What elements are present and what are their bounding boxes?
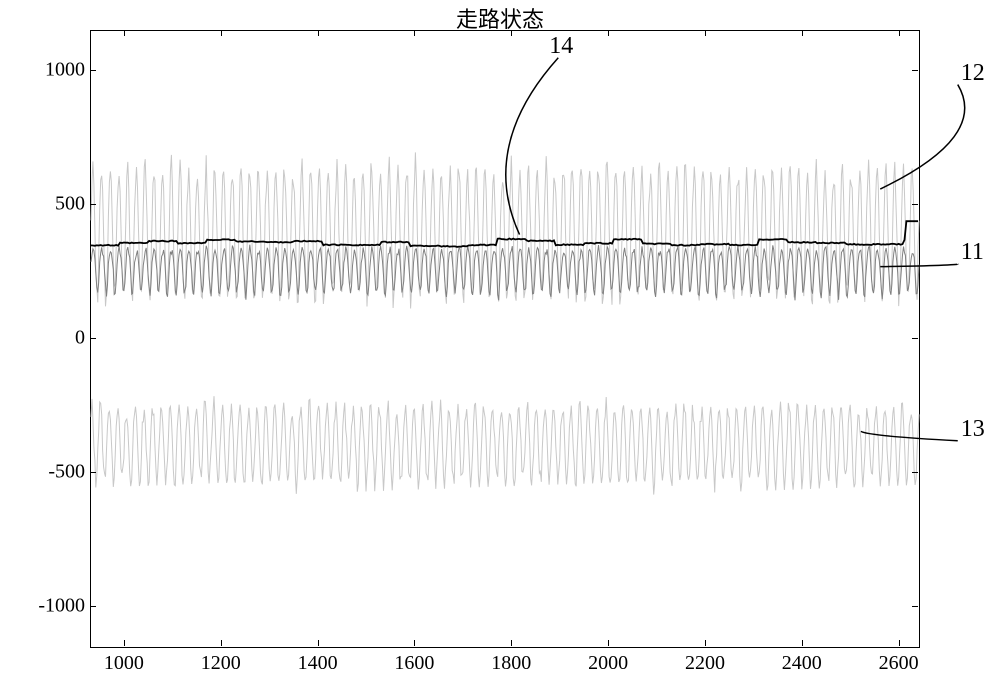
x-tick-mark bbox=[414, 640, 415, 646]
y-tick-label: -500 bbox=[5, 460, 85, 483]
x-tick-mark bbox=[899, 640, 900, 646]
annotation-label: 11 bbox=[961, 239, 984, 266]
x-tick-label: 1200 bbox=[201, 652, 241, 675]
x-tick-label: 2200 bbox=[685, 652, 725, 675]
x-tick-label: 2600 bbox=[879, 652, 919, 675]
series-12 bbox=[91, 152, 919, 308]
x-tick-mark bbox=[511, 30, 512, 36]
x-tick-mark bbox=[318, 640, 319, 646]
y-tick-mark bbox=[90, 70, 96, 71]
x-tick-mark bbox=[899, 30, 900, 36]
series-13 bbox=[91, 396, 919, 495]
y-tick-mark bbox=[912, 204, 918, 205]
y-tick-label: 0 bbox=[5, 327, 85, 350]
x-tick-mark bbox=[705, 640, 706, 646]
x-tick-label: 2000 bbox=[588, 652, 628, 675]
x-tick-label: 1600 bbox=[394, 652, 434, 675]
x-tick-mark bbox=[705, 30, 706, 36]
x-tick-mark bbox=[608, 640, 609, 646]
x-tick-mark bbox=[124, 30, 125, 36]
annotation-label: 12 bbox=[961, 60, 985, 87]
x-tick-mark bbox=[414, 30, 415, 36]
x-tick-label: 1000 bbox=[104, 652, 144, 675]
y-tick-label: 1000 bbox=[5, 59, 85, 82]
y-tick-mark bbox=[90, 606, 96, 607]
chart-container: 走路状态 -1000-50005001000100012001400160018… bbox=[0, 0, 1000, 685]
series-layer bbox=[91, 31, 919, 647]
x-tick-mark bbox=[802, 640, 803, 646]
y-tick-mark bbox=[90, 204, 96, 205]
y-tick-mark bbox=[90, 338, 96, 339]
plot-area bbox=[90, 30, 920, 648]
y-tick-mark bbox=[912, 606, 918, 607]
annotation-label: 13 bbox=[961, 416, 985, 443]
x-tick-mark bbox=[511, 640, 512, 646]
x-tick-label: 1800 bbox=[491, 652, 531, 675]
y-tick-label: 500 bbox=[5, 193, 85, 216]
x-tick-mark bbox=[318, 30, 319, 36]
y-tick-mark bbox=[912, 70, 918, 71]
y-tick-mark bbox=[912, 338, 918, 339]
x-tick-mark bbox=[608, 30, 609, 36]
annotation-label: 14 bbox=[549, 33, 573, 60]
y-tick-mark bbox=[912, 472, 918, 473]
y-tick-label: -1000 bbox=[5, 594, 85, 617]
x-tick-label: 1400 bbox=[298, 652, 338, 675]
x-tick-label: 2400 bbox=[782, 652, 822, 675]
y-tick-mark bbox=[90, 472, 96, 473]
x-tick-mark bbox=[221, 30, 222, 36]
x-tick-mark bbox=[802, 30, 803, 36]
x-tick-mark bbox=[124, 640, 125, 646]
x-tick-mark bbox=[221, 640, 222, 646]
